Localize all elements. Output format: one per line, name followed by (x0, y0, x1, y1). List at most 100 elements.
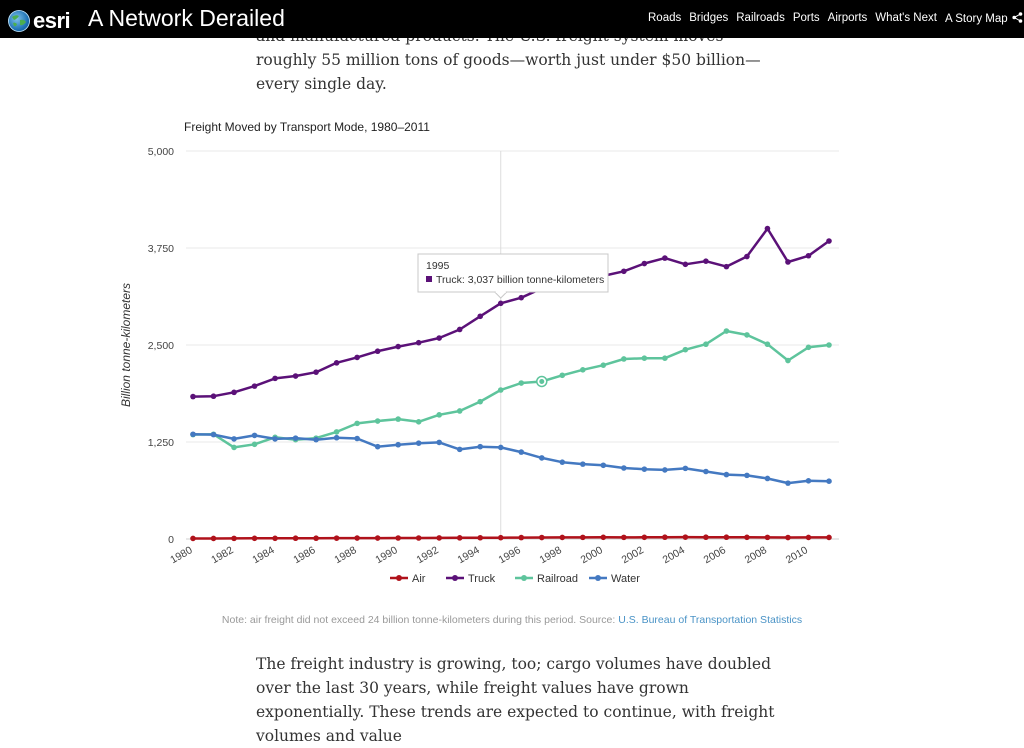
data-point[interactable] (826, 238, 832, 244)
nav-roads[interactable]: Roads (648, 12, 682, 24)
data-point[interactable] (826, 342, 832, 348)
data-point[interactable] (641, 534, 648, 541)
data-point[interactable] (354, 354, 360, 361)
data-point[interactable] (744, 534, 750, 541)
data-point[interactable] (826, 534, 832, 541)
data-point[interactable] (621, 465, 627, 471)
data-point[interactable] (497, 444, 504, 451)
data-point[interactable] (744, 332, 750, 338)
data-point[interactable] (190, 393, 196, 400)
data-point[interactable] (251, 441, 258, 448)
data-point[interactable] (190, 535, 196, 542)
data-point[interactable] (723, 471, 730, 478)
legend-item-railroad[interactable]: Railroad (537, 573, 578, 585)
data-point[interactable] (805, 478, 812, 484)
data-point[interactable] (641, 260, 648, 267)
data-point[interactable] (518, 294, 525, 301)
nav-railroads[interactable]: Railroads (736, 12, 785, 24)
nav-whats-next[interactable]: What's Next (875, 12, 937, 24)
data-point[interactable] (456, 535, 463, 541)
data-point[interactable] (456, 408, 463, 414)
data-point[interactable] (374, 535, 381, 541)
source-link[interactable]: U.S. Bureau of Transportation Statistics (618, 614, 803, 626)
data-point[interactable] (682, 534, 689, 540)
data-point[interactable] (251, 383, 258, 389)
data-point[interactable] (764, 475, 771, 482)
data-point[interactable] (415, 535, 422, 541)
data-point[interactable] (354, 420, 360, 427)
data-point[interactable] (662, 534, 668, 541)
data-point[interactable] (436, 335, 442, 341)
data-point[interactable] (354, 535, 360, 541)
data-point[interactable] (272, 436, 278, 442)
data-point[interactable] (723, 263, 730, 270)
data-point[interactable] (354, 435, 360, 442)
data-point[interactable] (313, 535, 319, 542)
data-point[interactable] (662, 255, 668, 261)
data-point[interactable] (292, 373, 299, 379)
data-point[interactable] (600, 462, 607, 469)
data-point[interactable] (580, 461, 586, 467)
data-point[interactable] (538, 534, 545, 541)
data-point[interactable] (826, 478, 832, 484)
data-point[interactable] (682, 465, 689, 472)
data-point[interactable] (333, 429, 340, 435)
esri-logo[interactable]: esri (8, 8, 71, 34)
data-point[interactable] (764, 534, 771, 541)
data-point[interactable] (210, 393, 217, 400)
data-point[interactable] (415, 440, 422, 446)
data-point[interactable] (497, 387, 504, 393)
data-point[interactable] (210, 535, 217, 542)
data-point[interactable] (374, 443, 381, 450)
data-point[interactable] (785, 357, 791, 364)
nav-bridges[interactable]: Bridges (689, 12, 729, 24)
data-point[interactable] (621, 534, 627, 541)
data-point[interactable] (456, 326, 463, 333)
data-point[interactable] (333, 535, 340, 541)
data-point[interactable] (333, 434, 340, 441)
data-point[interactable] (723, 328, 730, 334)
data-point[interactable] (662, 355, 668, 361)
data-point[interactable] (251, 432, 258, 439)
data-point[interactable] (621, 268, 627, 275)
data-point[interactable] (518, 380, 525, 386)
data-point[interactable] (559, 372, 566, 379)
data-point[interactable] (723, 534, 730, 541)
data-point[interactable] (662, 467, 668, 473)
nav-airports[interactable]: Airports (827, 12, 868, 24)
data-point[interactable] (600, 534, 607, 541)
data-point[interactable] (374, 418, 381, 424)
data-point[interactable] (231, 389, 237, 396)
data-point[interactable] (395, 343, 401, 350)
data-point[interactable] (703, 258, 709, 264)
data-point[interactable] (805, 534, 812, 541)
data-point[interactable] (251, 535, 258, 542)
data-point[interactable] (580, 534, 586, 541)
data-point[interactable] (231, 444, 237, 451)
data-point[interactable] (641, 466, 648, 472)
data-point[interactable] (641, 355, 648, 361)
data-point[interactable] (785, 259, 791, 265)
data-point[interactable] (436, 439, 442, 446)
data-point[interactable] (764, 341, 771, 348)
nav-ports[interactable]: Ports (792, 12, 820, 24)
data-point[interactable] (374, 348, 381, 355)
data-point[interactable] (292, 535, 299, 542)
data-point[interactable] (190, 431, 196, 438)
data-point[interactable] (415, 419, 422, 425)
data-point[interactable] (395, 535, 401, 541)
data-point[interactable] (559, 534, 566, 541)
data-point[interactable] (785, 534, 791, 541)
legend-item-water[interactable]: Water (611, 573, 640, 585)
story-map-link[interactable]: A Story Map (945, 12, 1023, 26)
data-point[interactable] (497, 300, 504, 307)
share-icon[interactable] (1012, 12, 1023, 26)
data-point[interactable] (538, 455, 545, 461)
data-point[interactable] (518, 534, 525, 541)
data-point[interactable] (682, 346, 689, 353)
data-point[interactable] (805, 344, 812, 351)
data-point[interactable] (231, 436, 237, 442)
data-point[interactable] (210, 431, 217, 438)
data-point[interactable] (744, 253, 750, 260)
data-point[interactable] (703, 468, 709, 475)
